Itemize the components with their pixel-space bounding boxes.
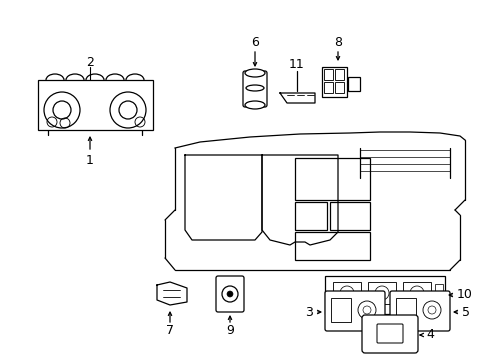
FancyBboxPatch shape — [321, 67, 346, 97]
FancyBboxPatch shape — [216, 276, 244, 312]
Circle shape — [222, 286, 238, 302]
Text: 11: 11 — [288, 58, 304, 72]
FancyBboxPatch shape — [243, 71, 266, 107]
Circle shape — [226, 291, 232, 297]
Text: 2: 2 — [86, 55, 94, 68]
Text: 6: 6 — [250, 36, 259, 49]
FancyBboxPatch shape — [361, 315, 417, 353]
FancyBboxPatch shape — [325, 291, 384, 331]
FancyBboxPatch shape — [347, 77, 359, 91]
Text: 8: 8 — [333, 36, 341, 49]
FancyBboxPatch shape — [38, 80, 153, 130]
Text: 5: 5 — [461, 306, 469, 319]
Text: 1: 1 — [86, 153, 94, 166]
Text: 4: 4 — [425, 328, 433, 342]
FancyBboxPatch shape — [389, 291, 449, 331]
Text: 9: 9 — [225, 324, 233, 337]
Text: 10: 10 — [456, 288, 472, 302]
Polygon shape — [157, 282, 186, 305]
Ellipse shape — [244, 101, 264, 109]
Polygon shape — [280, 93, 314, 103]
Text: 7: 7 — [165, 324, 174, 337]
Text: 3: 3 — [305, 306, 312, 319]
Ellipse shape — [244, 69, 264, 77]
Ellipse shape — [245, 85, 264, 91]
FancyBboxPatch shape — [325, 276, 444, 314]
